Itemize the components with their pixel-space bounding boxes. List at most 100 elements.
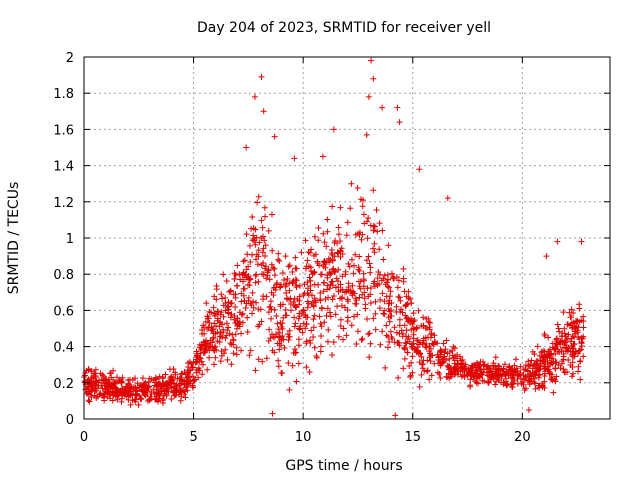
- data-point: [376, 246, 383, 253]
- data-point: [400, 330, 407, 337]
- data-point: [327, 271, 334, 278]
- data-point: [275, 357, 282, 364]
- data-point: [262, 213, 269, 220]
- data-point: [295, 336, 302, 343]
- data-point: [81, 372, 88, 379]
- data-point: [525, 377, 532, 384]
- grid: [84, 57, 610, 419]
- data-point: [574, 327, 581, 334]
- data-point: [359, 335, 366, 342]
- data-point: [401, 346, 408, 353]
- data-point: [233, 282, 240, 289]
- y-axis-label: SRMTID / TECUs: [6, 182, 22, 295]
- data-point: [226, 330, 233, 337]
- data-point: [192, 359, 199, 366]
- data-point: [355, 328, 362, 335]
- data-point: [322, 296, 329, 303]
- data-point: [177, 387, 184, 394]
- data-point: [240, 278, 247, 285]
- data-point: [141, 391, 148, 398]
- data-point: [458, 357, 465, 364]
- data-point: [367, 300, 374, 307]
- data-point: [307, 264, 314, 271]
- data-point: [373, 207, 380, 214]
- y-tick-label: 2: [66, 51, 74, 66]
- data-point: [410, 318, 417, 325]
- data-point: [290, 299, 297, 306]
- y-tick-label: 0.8: [53, 268, 74, 283]
- data-point: [259, 358, 266, 365]
- data-point: [348, 256, 355, 263]
- data-point: [271, 265, 278, 272]
- data-point: [478, 371, 485, 378]
- data-point: [571, 334, 578, 341]
- data-point: [284, 275, 291, 282]
- data-point: [267, 298, 274, 305]
- data-point: [286, 386, 293, 393]
- data-point: [220, 350, 227, 357]
- data-point: [196, 341, 203, 348]
- data-point: [110, 376, 117, 383]
- data-point: [88, 380, 95, 387]
- data-point: [279, 333, 286, 340]
- data-point: [428, 331, 435, 338]
- data-point: [418, 361, 425, 368]
- data-point: [168, 395, 175, 402]
- data-point: [249, 310, 256, 317]
- data-point: [285, 263, 292, 270]
- data-point: [293, 284, 300, 291]
- data-point: [328, 270, 335, 277]
- data-point: [244, 328, 251, 335]
- data-point: [379, 328, 386, 335]
- data-point: [204, 325, 211, 332]
- data-point: [392, 412, 399, 419]
- data-point: [253, 299, 260, 306]
- data-point: [213, 347, 220, 354]
- data-point: [337, 316, 344, 323]
- data-point: [410, 340, 417, 347]
- data-point: [320, 288, 327, 295]
- data-point: [260, 293, 267, 300]
- data-point: [282, 282, 289, 289]
- data-point: [451, 345, 458, 352]
- data-point: [522, 373, 529, 380]
- data-point: [114, 396, 121, 403]
- data-point: [201, 330, 208, 337]
- data-point: [189, 382, 196, 389]
- data-point: [401, 288, 408, 295]
- data-point: [344, 314, 351, 321]
- data-point: [561, 330, 568, 337]
- data-point: [453, 366, 460, 373]
- data-point: [376, 271, 383, 278]
- data-point: [578, 343, 585, 350]
- data-point: [315, 225, 322, 232]
- data-point: [213, 323, 220, 330]
- data-point: [233, 344, 240, 351]
- data-point: [216, 333, 223, 340]
- data-point: [179, 370, 186, 377]
- data-point: [441, 353, 448, 360]
- data-point: [217, 329, 224, 336]
- data-point: [324, 216, 331, 223]
- y-tick-label: 1.4: [53, 160, 74, 175]
- data-point: [206, 319, 213, 326]
- data-point: [329, 282, 336, 289]
- data-point: [232, 272, 239, 279]
- data-point: [344, 296, 351, 303]
- data-point: [335, 231, 342, 238]
- data-point: [296, 326, 303, 333]
- data-point: [536, 352, 543, 359]
- data-point: [245, 263, 252, 270]
- data-point: [548, 350, 555, 357]
- data-point: [100, 372, 107, 379]
- data-point: [236, 319, 243, 326]
- x-tick-label: 15: [404, 430, 421, 445]
- data-point: [346, 263, 353, 270]
- data-point: [291, 314, 298, 321]
- data-point: [163, 391, 170, 398]
- data-point: [113, 374, 120, 381]
- data-point: [576, 336, 583, 343]
- data-point: [171, 387, 178, 394]
- data-point: [423, 325, 430, 332]
- data-point: [241, 285, 248, 292]
